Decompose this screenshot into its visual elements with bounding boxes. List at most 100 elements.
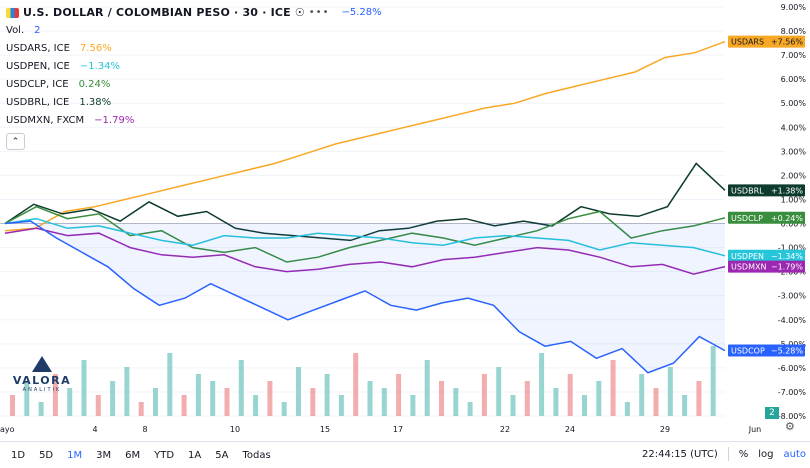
y-tick-label: -6.00%	[778, 364, 807, 373]
volume-bar	[610, 360, 616, 416]
x-tick-label: 10	[230, 425, 240, 434]
timeframe-button[interactable]: 5A	[215, 449, 229, 461]
volume-bar	[310, 388, 316, 416]
series-badge-value: +0.24%	[771, 214, 804, 223]
series-value-badge	[728, 260, 805, 273]
volume-bar	[281, 402, 287, 416]
timeframe-button[interactable]: 3M	[96, 449, 112, 461]
volume-bar	[653, 388, 659, 416]
volume-bar	[153, 388, 159, 416]
x-tick-label: ayo	[0, 425, 15, 434]
comparison-chart[interactable]: 9.00% 8.00% 7.00% 6.00% 5.00% 4.00% 3.00% 2.00%…	[0, 0, 810, 441]
legend-change: 1.38%	[79, 97, 112, 108]
volume-bar	[639, 374, 645, 416]
more-icon[interactable]: •••	[308, 7, 330, 18]
legend-item[interactable]: USDBRL, ICE 1.38%	[6, 94, 382, 112]
gear-icon[interactable]: ⚙	[785, 420, 795, 433]
volume-bar	[367, 381, 373, 416]
volume-bar	[667, 367, 673, 416]
divider	[727, 447, 729, 461]
y-tick-label: 5.00%	[781, 99, 807, 108]
series-line	[4, 40, 726, 232]
y-tick-label: 8.00%	[781, 27, 807, 36]
y-tick-label: -1.00%	[778, 244, 807, 253]
series-badge-name: USDPEN	[731, 252, 764, 261]
y-tick-label: 2.00%	[781, 171, 807, 180]
volume-bar	[110, 381, 116, 416]
x-tick-label: 4	[92, 425, 97, 434]
timeframe-button[interactable]: 1A	[188, 449, 202, 461]
volume-bar	[167, 353, 173, 416]
series-badge-value: −1.79%	[771, 263, 804, 272]
timeframe-button[interactable]: 5D	[39, 449, 54, 461]
volume-bar	[410, 395, 416, 416]
bottom-toolbar: 1D 5D 1M 3M 6M YTD 1A 5A Todas 22:44:15 (UTC) % …	[0, 441, 810, 468]
eye-icon[interactable]: ☉	[294, 6, 305, 19]
legend-change: −1.79%	[94, 115, 135, 126]
timeframe-button[interactable]: 1D	[11, 449, 26, 461]
vol-label[interactable]: Vol.	[6, 25, 25, 36]
series-value-badge	[728, 184, 805, 197]
volume-bar	[138, 402, 144, 416]
logo-name: VALORA	[12, 374, 72, 387]
volume-bar	[81, 360, 87, 416]
legend-item[interactable]: USDCLP, ICE 0.24%	[6, 76, 382, 94]
legend-symbol: USDMXN, FXCM	[6, 115, 85, 126]
volume-row: Vol. 2	[6, 22, 382, 40]
volume-bar	[582, 395, 588, 416]
volume-bar	[52, 374, 58, 416]
volume-bar	[353, 353, 359, 416]
volume-bar	[181, 395, 187, 416]
y-tick-label: 6.00%	[781, 75, 807, 84]
volume-bar	[253, 395, 259, 416]
volume-bar	[38, 402, 44, 416]
logo-mark-icon	[32, 356, 52, 372]
y-tick-label: 7.00%	[781, 51, 807, 60]
chart-legend: U.S. DOLLAR / COLOMBIAN PESO · 30 · ICE …	[6, 4, 382, 150]
y-tick-label: -7.00%	[778, 388, 807, 397]
percent-toggle[interactable]: %	[738, 448, 749, 460]
logo-subtitle: ANALITIK	[22, 387, 62, 393]
legend-item[interactable]: USDPEN, ICE −1.34%	[6, 58, 382, 76]
volume-bar	[424, 360, 430, 416]
y-tick-label: -4.00%	[778, 316, 807, 325]
volume-bar	[596, 381, 602, 416]
pane-badge[interactable]: 2	[765, 407, 779, 419]
volume-bar	[10, 395, 16, 416]
volume-bar	[381, 388, 387, 416]
symbol-title[interactable]: U.S. DOLLAR / COLOMBIAN PESO · 30 · ICE	[23, 6, 291, 19]
valora-logo: VALORA ANALITIK	[12, 356, 72, 393]
volume-bar	[682, 395, 688, 416]
auto-toggle[interactable]: auto	[783, 448, 806, 460]
x-tick-label: 15	[320, 425, 330, 434]
volume-bar	[539, 353, 545, 416]
timeframe-button[interactable]: 1M	[67, 449, 83, 461]
series-line	[4, 217, 726, 257]
volume-bar	[696, 381, 702, 416]
series-badge-value: −5.28%	[771, 347, 804, 356]
y-tick-label: -8.00%	[778, 412, 807, 421]
series-badge-value: +1.38%	[771, 186, 804, 195]
y-tick-label: 9.00%	[781, 3, 807, 12]
log-toggle[interactable]: log	[758, 448, 774, 460]
timeframe-button[interactable]: 6M	[125, 449, 141, 461]
volume-bar	[481, 374, 487, 416]
y-tick-label: 1.00%	[781, 195, 807, 204]
series-line	[4, 162, 726, 242]
legend-item[interactable]: USDARS, ICE 7.56%	[6, 40, 382, 58]
volume-bar	[238, 360, 244, 416]
clock-time[interactable]: 22:44:15 (UTC)	[642, 448, 718, 460]
timeframe-button[interactable]: Todas	[242, 449, 271, 461]
series-badge-name: USDMXN	[731, 263, 766, 272]
series-badge-name: USDCLP	[731, 214, 763, 223]
series-value-badge	[728, 35, 805, 48]
legend-symbol: USDBRL, ICE	[6, 97, 70, 108]
legend-symbol: USDARS, ICE	[6, 43, 70, 54]
legend-change: 7.56%	[79, 43, 112, 54]
collapse-legend-button[interactable]: ⌃	[6, 133, 25, 150]
legend-item[interactable]: USDMXN, FXCM −1.79%	[6, 112, 382, 130]
x-tick-label: Jun	[748, 425, 762, 434]
volume-bar	[324, 374, 330, 416]
timeframe-button[interactable]: YTD	[154, 449, 175, 461]
x-tick-label: 8	[142, 425, 147, 434]
